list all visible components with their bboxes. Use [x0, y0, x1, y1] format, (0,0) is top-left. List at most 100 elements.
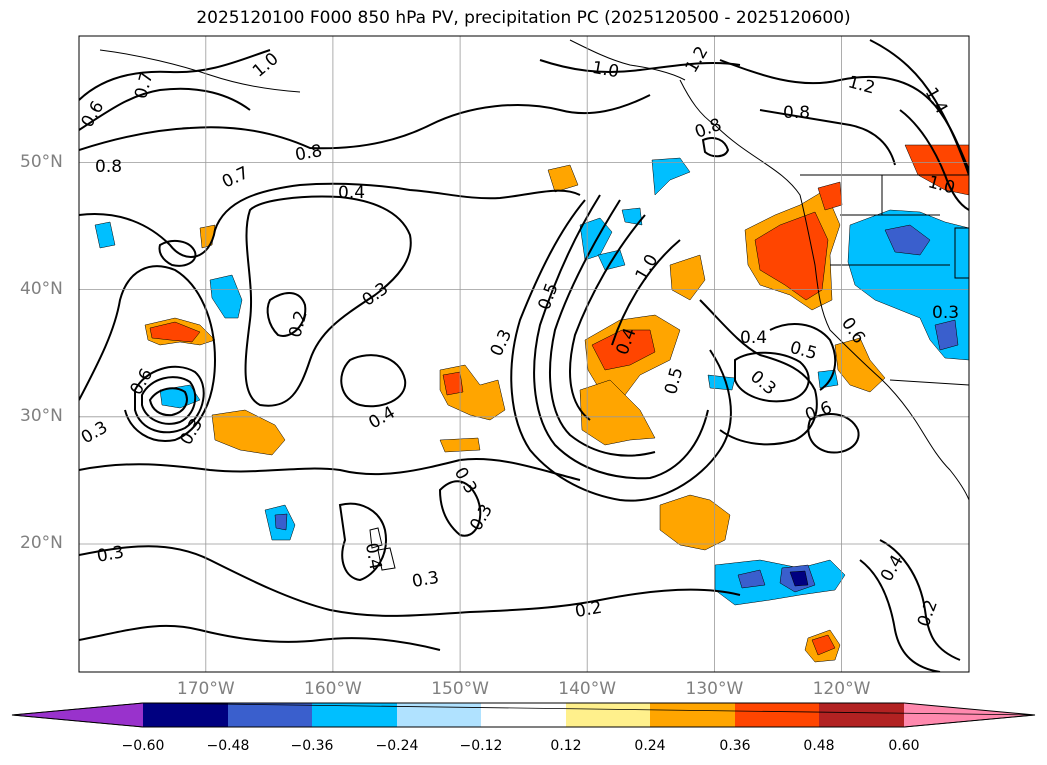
- shade-region-aj: [94, 221, 116, 249]
- lon-label-130w: 130°W: [685, 679, 744, 699]
- colorbar-bin: [735, 703, 819, 727]
- precipitation-shading: [94, 144, 969, 663]
- pv-contour: [807, 413, 860, 454]
- pv-contour: [79, 182, 581, 258]
- colorbar-tick-label: −0.36: [290, 738, 334, 754]
- shade-region-ae: [209, 274, 243, 319]
- pv-contour: [134, 365, 205, 434]
- colorbar-extend-max: [904, 703, 1035, 727]
- plot-title: 2025120100 F000 850 hPa PV, precipitatio…: [196, 8, 851, 28]
- colorbar-extend-min: [12, 703, 143, 727]
- pv-contour: [734, 351, 810, 403]
- pv-contour: [79, 545, 741, 617]
- pv-contour: [539, 59, 741, 73]
- contour-label: 0.3: [410, 568, 440, 592]
- colorbar-tick-label: 0.60: [888, 738, 920, 754]
- pv-contour: [701, 137, 730, 158]
- state-border: [954, 227, 969, 279]
- pv-contour: [79, 458, 581, 481]
- lat-label-30n: 30°N: [20, 406, 63, 426]
- pv-contour: [510, 199, 732, 502]
- shade-region-ai: [621, 207, 643, 226]
- hawaii-island: [377, 547, 396, 571]
- negative-anomaly-areas: [94, 157, 969, 606]
- hawaii-island: [369, 527, 383, 549]
- colorbar-tick-label: 0.48: [803, 738, 835, 754]
- pv-contour: [79, 94, 651, 151]
- contour-label: 0.4: [338, 183, 365, 203]
- lat-label-20n: 20°N: [20, 533, 63, 553]
- contour-label: 0.3: [95, 542, 125, 566]
- colorbar-bin: [481, 703, 566, 727]
- pv-contour: [438, 480, 482, 537]
- pv-contour: [869, 39, 969, 176]
- pv-contour: [79, 624, 441, 651]
- contour-label: 1.0: [590, 58, 620, 82]
- lon-label-150w: 150°W: [431, 679, 489, 699]
- pv-contour: [158, 239, 197, 267]
- shade-region-ac: [274, 513, 288, 531]
- shade-region-v: [884, 224, 931, 256]
- shade-region-ad: [159, 384, 201, 409]
- pv-contour: [266, 292, 307, 337]
- lat-label-50n: 50°N: [20, 152, 63, 172]
- pv-contours: [79, 39, 969, 672]
- contour-label: 0.3: [932, 303, 959, 323]
- colorbar-tick-label: −0.24: [375, 738, 419, 754]
- contour-label: 0.2: [573, 598, 603, 622]
- contour-label: 0.8: [783, 103, 810, 123]
- pv-contour: [244, 195, 412, 407]
- pv-contour: [79, 265, 217, 442]
- colorbar: [11, 702, 1036, 728]
- north-america-coastline: [679, 79, 969, 501]
- lon-label-160w: 160°W: [304, 679, 362, 699]
- pv-contour: [79, 87, 251, 131]
- shade-region-k: [211, 409, 286, 456]
- pv-contour: [533, 194, 709, 480]
- pv-contour: [859, 559, 941, 672]
- colorbar-tick-label: −0.60: [121, 738, 165, 754]
- shade-region-h: [579, 379, 656, 446]
- shade-region-s: [547, 164, 579, 193]
- shade-region-o: [659, 494, 731, 551]
- pv-contour: [79, 49, 271, 101]
- alaska-coastline: [569, 39, 686, 81]
- shade-region-g: [591, 329, 656, 371]
- map-frame: [78, 35, 970, 673]
- aleutian-islands: [99, 49, 301, 93]
- shade-region-al: [817, 369, 839, 389]
- shade-region-y: [737, 569, 766, 589]
- shade-region-w: [934, 319, 959, 351]
- colorbar-tick-label: −0.12: [459, 738, 503, 754]
- pv-contour: [879, 539, 961, 661]
- shade-region-p: [834, 337, 886, 393]
- pv-contour: [699, 299, 818, 446]
- colorbar-bin: [143, 703, 228, 727]
- positive-anomaly-areas: [144, 144, 969, 663]
- pv-contour: [769, 323, 837, 391]
- pv-contour: [141, 376, 197, 425]
- shade-region-d: [817, 181, 843, 211]
- us-mexico-border: [889, 379, 969, 386]
- contour-label: 0.4: [740, 328, 767, 348]
- lat-label-40n: 40°N: [20, 279, 63, 299]
- pv-contour: [549, 199, 656, 457]
- colorbar-tick-label: 0.24: [634, 738, 666, 754]
- lon-label-140w: 140°W: [558, 679, 617, 699]
- contour-label: 0.8: [95, 157, 122, 177]
- colorbar-bin: [312, 703, 397, 727]
- shade-region-u: [847, 209, 969, 361]
- colorbar-tick-label: −0.48: [206, 738, 250, 754]
- pv-contour: [338, 502, 387, 582]
- shade-region-j: [149, 321, 201, 343]
- pv-contour: [611, 239, 681, 346]
- contour-label: 0.4: [361, 541, 385, 571]
- colorbar-tick-label: 0.36: [719, 738, 751, 754]
- colorbar-bin: [650, 703, 735, 727]
- pv-contour: [148, 387, 188, 417]
- shade-region-m: [442, 371, 464, 396]
- shade-region-af: [651, 157, 691, 196]
- colorbar-bin: [819, 703, 904, 727]
- colorbar-tick-label: 0.12: [550, 738, 582, 754]
